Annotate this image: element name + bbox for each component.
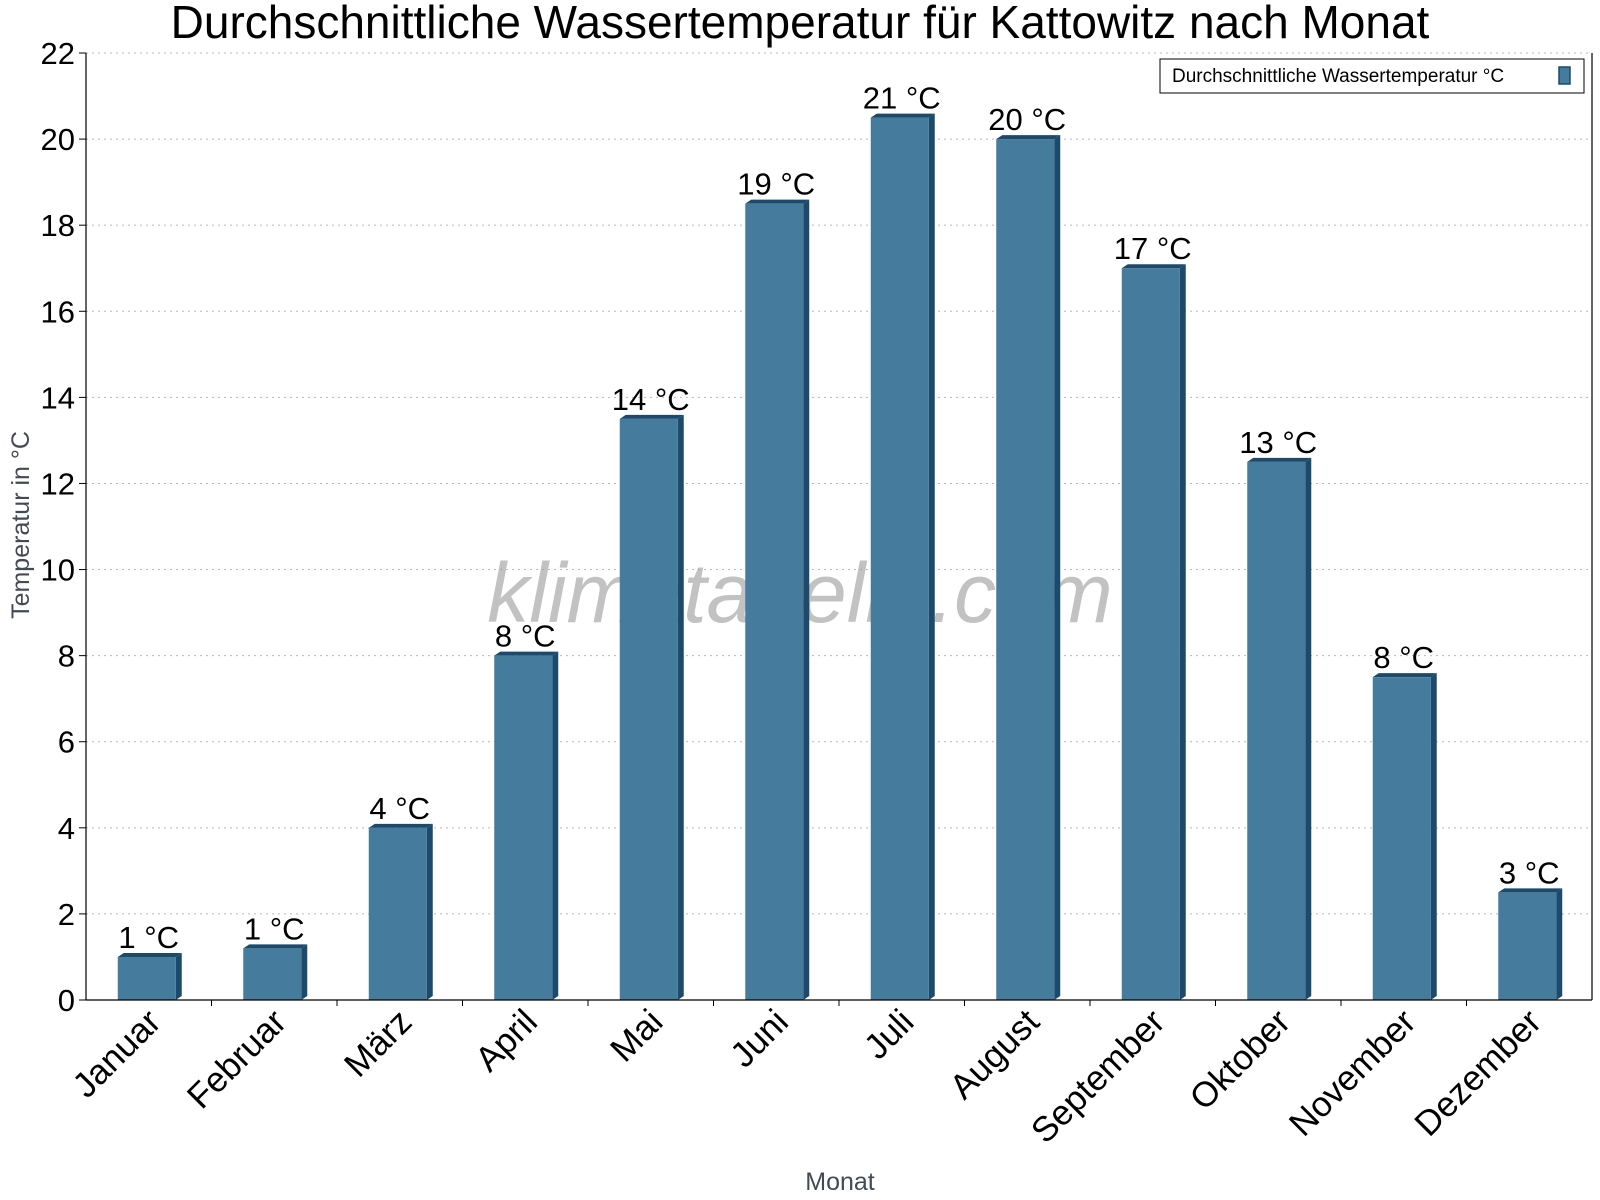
data-label: 8 °C: [1373, 640, 1434, 675]
bar-side: [1430, 673, 1437, 1000]
data-label: 19 °C: [737, 167, 815, 202]
x-tick-label: November: [1282, 1002, 1424, 1144]
bar-side: [803, 199, 810, 1001]
y-tick-label: 2: [58, 897, 75, 932]
x-tick-label: Januar: [65, 1002, 168, 1105]
x-tick-label: September: [1024, 1002, 1173, 1151]
y-tick-label: 6: [58, 725, 75, 760]
data-label: 8 °C: [495, 619, 556, 654]
data-label: 17 °C: [1114, 231, 1192, 266]
bar: [1247, 461, 1306, 1000]
y-tick-label: 10: [41, 553, 75, 588]
y-tick-label: 14: [41, 380, 75, 415]
bar-side: [301, 944, 308, 1000]
x-tick-label: April: [468, 1002, 545, 1079]
data-label: 1 °C: [244, 911, 305, 946]
y-tick-label: 18: [41, 208, 75, 243]
x-tick-label: August: [942, 1002, 1047, 1107]
bar-top: [1247, 457, 1312, 462]
bar-top: [745, 199, 810, 204]
legend: Durchschnittliche Wassertemperatur °C: [1159, 58, 1585, 94]
data-label: 13 °C: [1239, 425, 1317, 460]
y-tick-label: 20: [41, 122, 75, 157]
data-label: 4 °C: [369, 791, 430, 826]
legend-box: [1159, 58, 1585, 94]
x-tick-label: Februar: [180, 1002, 294, 1116]
x-tick-label: März: [337, 1002, 420, 1085]
x-axis-label: Monat: [805, 1168, 875, 1196]
bar-side: [552, 651, 559, 1000]
bar: [996, 139, 1055, 1000]
y-tick-label: 22: [41, 36, 75, 71]
bar-top: [870, 113, 935, 118]
bar-side: [928, 113, 935, 1001]
bar-top: [117, 952, 182, 957]
bar-side: [677, 414, 684, 1000]
y-tick-label: 16: [41, 294, 75, 329]
bar: [1372, 677, 1431, 1000]
bar-top: [1372, 673, 1437, 678]
bar-top: [368, 823, 433, 828]
bar-side: [426, 823, 433, 1000]
y-tick-label: 8: [58, 639, 75, 674]
bar: [1498, 892, 1557, 1000]
y-tick-label: 0: [58, 983, 75, 1018]
data-label: 3 °C: [1499, 855, 1560, 890]
bar-top: [619, 414, 684, 419]
bar: [870, 117, 929, 1001]
x-tick-label: Mai: [603, 1002, 670, 1069]
bar-top: [996, 135, 1061, 140]
y-axis-label: Temperatur in °C: [7, 431, 35, 619]
bars: [117, 113, 1563, 1001]
bar: [243, 948, 302, 1000]
legend-label: Durchschnittliche Wassertemperatur °C: [1172, 66, 1504, 87]
bar-side: [1179, 264, 1186, 1000]
data-label: 14 °C: [612, 382, 690, 417]
bar-side: [1054, 135, 1061, 1000]
x-tick-label: Juni: [723, 1002, 796, 1075]
x-tick-label: Juli: [857, 1002, 922, 1067]
bar-top: [1498, 888, 1563, 893]
legend-swatch: [1558, 66, 1571, 85]
chart-title: Durchschnittliche Wassertemperatur für K…: [171, 0, 1430, 48]
bar: [368, 827, 427, 1000]
x-tick-label: Oktober: [1182, 1002, 1298, 1118]
bar-side: [1556, 888, 1563, 1000]
bar-top: [243, 944, 308, 949]
bar: [619, 418, 678, 1000]
y-tick-label: 12: [41, 466, 75, 501]
data-label: 1 °C: [118, 920, 179, 955]
bar: [1121, 268, 1180, 1000]
bar: [745, 203, 804, 1001]
gridlines: [86, 52, 1592, 915]
bar-side: [1305, 457, 1312, 1000]
bar-top: [1121, 264, 1186, 269]
bar: [117, 956, 176, 1000]
data-label: 21 °C: [863, 81, 941, 116]
x-tick-label: Dezember: [1407, 1002, 1549, 1144]
data-label: 20 °C: [988, 102, 1066, 137]
bar: [494, 655, 553, 1000]
data-labels: 1 °C 1 °C 4 °C 8 °C 14 °C 19 °C 21 °C 20 °C 17 °…: [118, 81, 1559, 955]
y-tick-label: 4: [58, 811, 75, 846]
bar-side: [175, 952, 182, 1000]
bar-top: [494, 651, 559, 656]
